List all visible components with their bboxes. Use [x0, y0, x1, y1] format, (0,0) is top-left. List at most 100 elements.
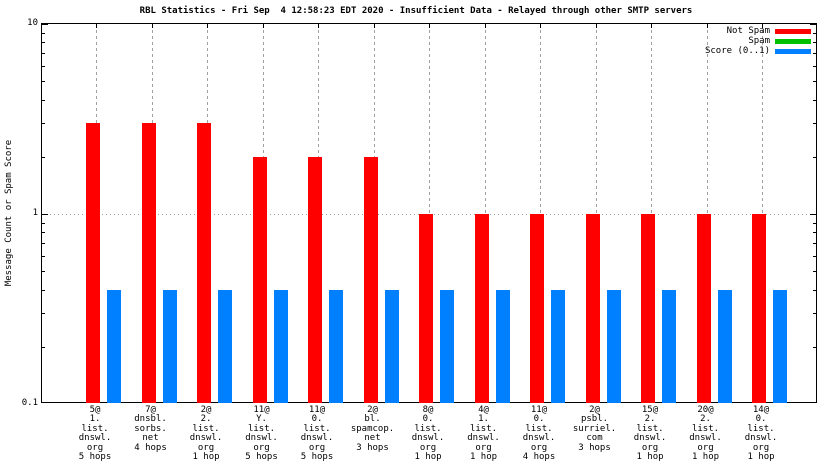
- y-tick-label: 10: [27, 18, 38, 28]
- y-axis-minor-tick: [42, 271, 45, 273]
- y-axis-minor-tick: [813, 222, 816, 224]
- score-0-1-bar: [273, 289, 288, 403]
- legend-item: Spam: [705, 36, 811, 46]
- x-axis-tick-top: [207, 24, 208, 28]
- y-axis-minor-tick: [42, 222, 45, 224]
- y-axis-major-tick: [42, 214, 48, 215]
- x-gridline: [706, 24, 708, 402]
- x-tick-label: 2@ 2. list. dnswl. org 1 hop: [189, 405, 223, 463]
- x-axis-tick-top: [429, 24, 430, 28]
- y-axis-major-tick: [810, 24, 816, 25]
- y-axis-minor-tick: [42, 156, 45, 158]
- y-axis-minor-tick: [42, 313, 45, 315]
- y-axis-minor-tick: [813, 66, 816, 68]
- not-spam-bar: [752, 214, 766, 403]
- legend-item: Score (0..1): [705, 46, 811, 56]
- score-0-1-bar: [218, 289, 232, 403]
- not-spam-bar: [86, 123, 100, 403]
- x-axis-tick-top: [706, 24, 708, 28]
- y-axis-minor-tick: [813, 53, 816, 55]
- x-axis-tick-top: [651, 24, 652, 28]
- legend-item: Not Spam: [705, 26, 811, 36]
- x-gridline: [484, 24, 486, 402]
- y-axis-minor-tick: [813, 81, 816, 83]
- x-axis-tick-top: [96, 24, 97, 28]
- not-spam-bar: [474, 214, 489, 403]
- x-tick-label: 14@ 0. list. dnswl. org 1 hop: [744, 405, 778, 463]
- chart-title: RBL Statistics - Fri Sep 4 12:58:23 EDT …: [139, 6, 693, 16]
- x-tick-label: 5@ 1. list. dnswl. org 5 hops: [78, 405, 112, 463]
- not-spam-bar: [696, 214, 711, 403]
- not-spam-bar: [197, 123, 211, 403]
- y-axis-minor-tick: [813, 271, 816, 273]
- y-axis-minor-tick: [42, 346, 45, 348]
- y-axis-major-tick: [42, 402, 48, 403]
- x-tick-label: 7@ dnsbl. sorbs. net 4 hops: [134, 405, 167, 453]
- score-0-1-bar: [440, 289, 454, 403]
- not-spam-bar: [252, 156, 267, 403]
- score-0-1-bar: [773, 289, 787, 403]
- legend-label: Spam: [748, 36, 770, 46]
- x-axis-tick-top: [762, 24, 763, 28]
- plot-area: [41, 23, 817, 403]
- not-spam-bar: [641, 214, 655, 403]
- y-axis-minor-tick: [42, 32, 45, 34]
- y-axis-minor-tick: [813, 156, 816, 158]
- legend: Not Spam Spam Score (0..1): [705, 26, 811, 56]
- y-axis-minor-tick: [42, 256, 45, 258]
- y-axis-minor-tick: [42, 53, 45, 55]
- x-axis-tick-top: [262, 24, 264, 28]
- x-tick-label: 20@ 2. list. dnswl. org 1 hop: [689, 405, 722, 463]
- legend-swatch-spam: [775, 38, 811, 44]
- score-0-1-bar: [606, 289, 621, 403]
- x-tick-label: 11@ 0. list. dnswl. org 4 hops: [522, 405, 556, 463]
- x-gridline: [651, 24, 652, 402]
- y-axis-minor-tick: [813, 99, 816, 101]
- x-axis-tick-top: [540, 24, 541, 28]
- x-gridline: [540, 24, 541, 402]
- score-0-1-bar: [329, 289, 343, 403]
- y-axis-minor-tick: [42, 232, 45, 234]
- y-axis-minor-tick: [42, 123, 45, 125]
- score-0-1-bar: [107, 289, 121, 403]
- x-gridline: [762, 24, 763, 402]
- y-axis-minor-tick: [813, 256, 816, 258]
- y-axis-minor-tick: [42, 42, 45, 44]
- x-tick-label: 11@ Y. list. dnswl. org 5 hops: [245, 405, 278, 463]
- score-0-1-bar: [384, 289, 399, 403]
- y-axis-minor-tick: [813, 289, 816, 291]
- y-axis-minor-tick: [813, 32, 816, 34]
- x-axis-tick-top: [373, 24, 375, 28]
- y-axis-minor-tick: [813, 232, 816, 234]
- y-axis-minor-tick: [42, 289, 45, 291]
- score-0-1-bar: [717, 289, 732, 403]
- y-axis-minor-tick: [813, 123, 816, 125]
- score-0-1-bar: [162, 289, 177, 403]
- y-axis-minor-tick: [813, 313, 816, 315]
- legend-label: Score (0..1): [704, 46, 770, 56]
- legend-swatch-not-spam: [775, 28, 811, 34]
- x-gridline: [595, 24, 597, 402]
- not-spam-bar: [141, 123, 156, 403]
- x-axis-tick-top: [484, 24, 486, 28]
- not-spam-bar: [419, 214, 433, 403]
- y-axis-minor-tick: [813, 346, 816, 348]
- x-tick-label: 15@ 2. list. dnswl. org 1 hop: [633, 405, 667, 463]
- y-tick-label: 1: [32, 208, 38, 218]
- score-0-1-bar: [662, 289, 676, 403]
- score-0-1-bar: [551, 289, 565, 403]
- x-gridline: [429, 24, 430, 402]
- y-axis-major-tick: [42, 24, 48, 25]
- y-axis-minor-tick: [42, 66, 45, 68]
- y-axis-minor-tick: [42, 243, 45, 245]
- legend-label: Not Spam: [726, 26, 770, 36]
- x-tick-label: 8@ 0. list. dnswl. org 1 hop: [411, 405, 445, 463]
- x-tick-label: 2@ psbl. surriel. com 3 hops: [572, 405, 617, 453]
- y-axis-major-tick: [810, 402, 816, 403]
- not-spam-bar: [308, 156, 322, 403]
- not-spam-bar: [363, 156, 378, 403]
- y-tick-label: 0.1: [21, 398, 38, 408]
- x-axis-tick-top: [151, 24, 153, 28]
- y-axis-minor-tick: [813, 42, 816, 44]
- score-0-1-bar: [495, 289, 510, 403]
